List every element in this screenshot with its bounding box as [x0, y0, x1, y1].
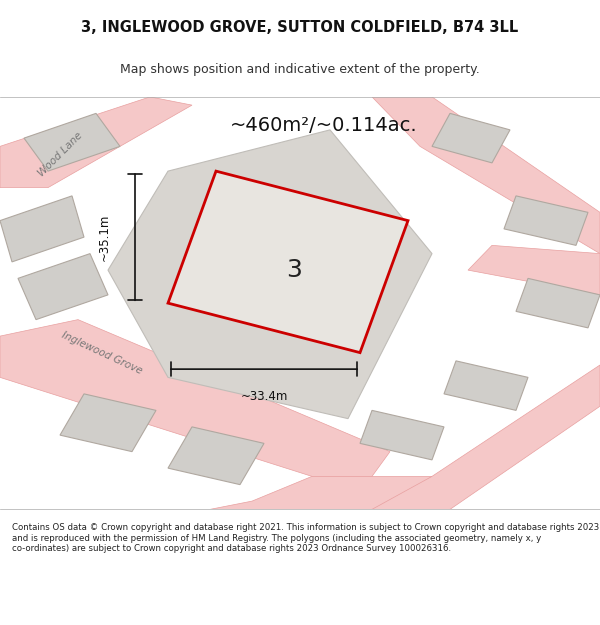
Polygon shape [516, 278, 600, 328]
Polygon shape [168, 427, 264, 484]
Polygon shape [168, 171, 408, 352]
Polygon shape [504, 196, 588, 246]
Text: ~35.1m: ~35.1m [98, 214, 111, 261]
Text: Contains OS data © Crown copyright and database right 2021. This information is : Contains OS data © Crown copyright and d… [12, 523, 599, 553]
Text: Map shows position and indicative extent of the property.: Map shows position and indicative extent… [120, 63, 480, 76]
Polygon shape [0, 196, 84, 262]
Polygon shape [18, 254, 108, 319]
Polygon shape [444, 361, 528, 411]
Text: 3, INGLEWOOD GROVE, SUTTON COLDFIELD, B74 3LL: 3, INGLEWOOD GROVE, SUTTON COLDFIELD, B7… [82, 19, 518, 34]
Polygon shape [60, 394, 156, 452]
Polygon shape [210, 476, 432, 509]
Polygon shape [0, 97, 192, 188]
Text: ~460m²/~0.114ac.: ~460m²/~0.114ac. [230, 116, 418, 135]
Polygon shape [0, 319, 390, 476]
Polygon shape [432, 113, 510, 163]
Text: 3: 3 [286, 258, 302, 282]
Polygon shape [372, 97, 600, 254]
Polygon shape [108, 130, 432, 419]
Polygon shape [372, 365, 600, 509]
Text: ~33.4m: ~33.4m [241, 390, 287, 402]
Polygon shape [360, 411, 444, 460]
Polygon shape [24, 113, 120, 171]
Text: Wood Lane: Wood Lane [36, 131, 84, 179]
Text: Inglewood Grove: Inglewood Grove [60, 329, 144, 376]
Polygon shape [468, 246, 600, 295]
